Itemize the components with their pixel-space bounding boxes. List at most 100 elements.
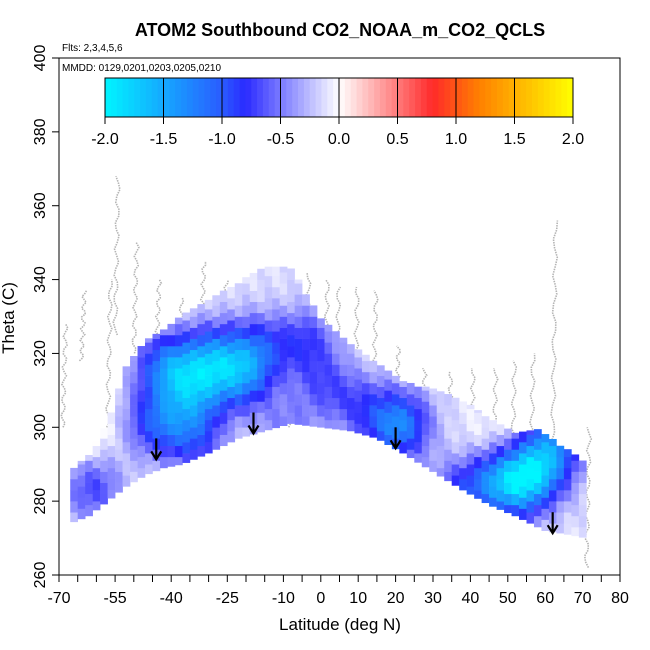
heatmap-cell — [264, 419, 273, 431]
heatmap-cell — [287, 279, 295, 291]
x-tick-label: 80 — [611, 590, 629, 607]
colorbar-segment — [175, 78, 182, 117]
heatmap-cell — [459, 434, 467, 447]
heatmap-cell — [429, 460, 438, 472]
heatmap-cell — [249, 346, 258, 358]
heatmap-cell — [130, 382, 138, 395]
heatmap-cell — [257, 390, 265, 402]
heatmap-cell — [234, 394, 243, 406]
heatmap-cell — [189, 382, 198, 395]
heatmap-cell — [526, 512, 535, 524]
colorbar-segment — [467, 78, 474, 117]
heatmap-cell — [219, 323, 228, 336]
heatmap-cell — [137, 346, 146, 358]
heatmap-cell — [174, 401, 183, 413]
heatmap-cell — [227, 286, 236, 299]
heatmap-cell — [204, 419, 213, 432]
heatmap-cell — [130, 371, 138, 384]
heatmap-cell — [152, 360, 161, 373]
heatmap-cell — [541, 497, 550, 509]
heatmap-cell — [197, 304, 206, 314]
colorbar-segment — [280, 78, 287, 117]
heatmap-cell — [257, 290, 265, 303]
heatmap-cell — [107, 434, 116, 447]
heatmap-cell — [145, 419, 153, 432]
heatmap-cell — [533, 471, 542, 483]
heatmap-cell — [219, 346, 228, 358]
heatmap-cell — [219, 423, 228, 435]
heatmap-cell — [421, 412, 430, 424]
heatmap-cell — [302, 405, 310, 417]
heatmap-cell — [130, 460, 138, 472]
heatmap-cell — [219, 434, 228, 447]
heatmap-cell — [279, 272, 288, 284]
colorbar-segment — [186, 78, 194, 117]
heatmap-cell — [167, 423, 176, 435]
heatmap-cell — [578, 504, 587, 517]
heatmap-cell — [249, 390, 258, 402]
heatmap-cell — [309, 316, 318, 328]
heatmap-cell — [100, 471, 108, 483]
heatmap-cell — [204, 386, 213, 399]
heatmap-cell — [197, 423, 206, 435]
heatmap-cell — [272, 397, 280, 410]
x-tick-label: 20 — [387, 590, 405, 607]
heatmap-cell — [115, 471, 123, 483]
heatmap-cell — [332, 375, 340, 387]
colorbar-segment — [473, 78, 480, 117]
heatmap-cell — [152, 460, 161, 472]
heatmap-cell — [227, 298, 236, 310]
heatmap-cell — [212, 427, 221, 439]
heatmap-cell — [466, 464, 475, 476]
heatmap-cell — [137, 368, 146, 380]
heatmap-cell — [174, 412, 183, 424]
x-tick-label: -55 — [104, 590, 127, 607]
heatmap-cell — [174, 390, 183, 402]
heatmap-cell — [249, 290, 258, 303]
heatmap-cell — [197, 434, 206, 447]
colorbar-tick-label: 1.5 — [503, 131, 525, 148]
colorbar-segment — [140, 78, 147, 117]
heatmap-cell — [287, 401, 295, 413]
heatmap-cell — [533, 515, 542, 528]
heatmap-cell — [414, 442, 423, 454]
heatmap-cell — [376, 408, 385, 421]
heatmap-cell — [242, 277, 251, 284]
heatmap-cell — [189, 449, 198, 460]
heatmap-cell — [414, 430, 423, 443]
heatmap-cell — [152, 333, 161, 339]
heatmap-cell — [189, 338, 198, 351]
heatmap-cell — [444, 460, 452, 472]
heatmap-cell — [302, 360, 310, 373]
x-tick-label: 0 — [316, 590, 325, 607]
heatmap-cell — [137, 401, 146, 413]
colorbar-segment — [286, 78, 293, 117]
heatmap-cell — [174, 423, 183, 435]
heatmap-cell — [249, 312, 258, 325]
colorbar-segment — [134, 78, 141, 117]
heatmap-cell — [287, 301, 295, 314]
colorbar-segment — [245, 78, 252, 117]
heatmap-cell — [504, 449, 512, 461]
heatmap-cell — [361, 371, 370, 384]
heatmap-cell — [257, 301, 265, 314]
heatmap-cell — [77, 460, 86, 465]
colorbar-segment — [549, 78, 556, 117]
heatmap-cell — [234, 427, 243, 439]
heatmap-cell — [107, 467, 116, 480]
colorbar-segment — [198, 78, 205, 117]
heatmap-cell — [204, 331, 213, 343]
heatmap-cell — [563, 512, 572, 524]
heatmap-cell — [354, 401, 363, 413]
heatmap-cell — [204, 342, 213, 354]
heatmap-cell — [556, 445, 565, 458]
heatmap-cell — [444, 438, 452, 450]
heatmap-cell — [264, 342, 273, 354]
heatmap-cell — [429, 427, 438, 439]
y-tick-label: 320 — [32, 340, 49, 367]
colorbar-segment — [216, 78, 223, 117]
heatmap-cell — [92, 441, 101, 447]
heatmap-cell — [159, 368, 168, 380]
heatmap-cell — [272, 342, 280, 354]
heatmap-cell — [137, 412, 146, 424]
